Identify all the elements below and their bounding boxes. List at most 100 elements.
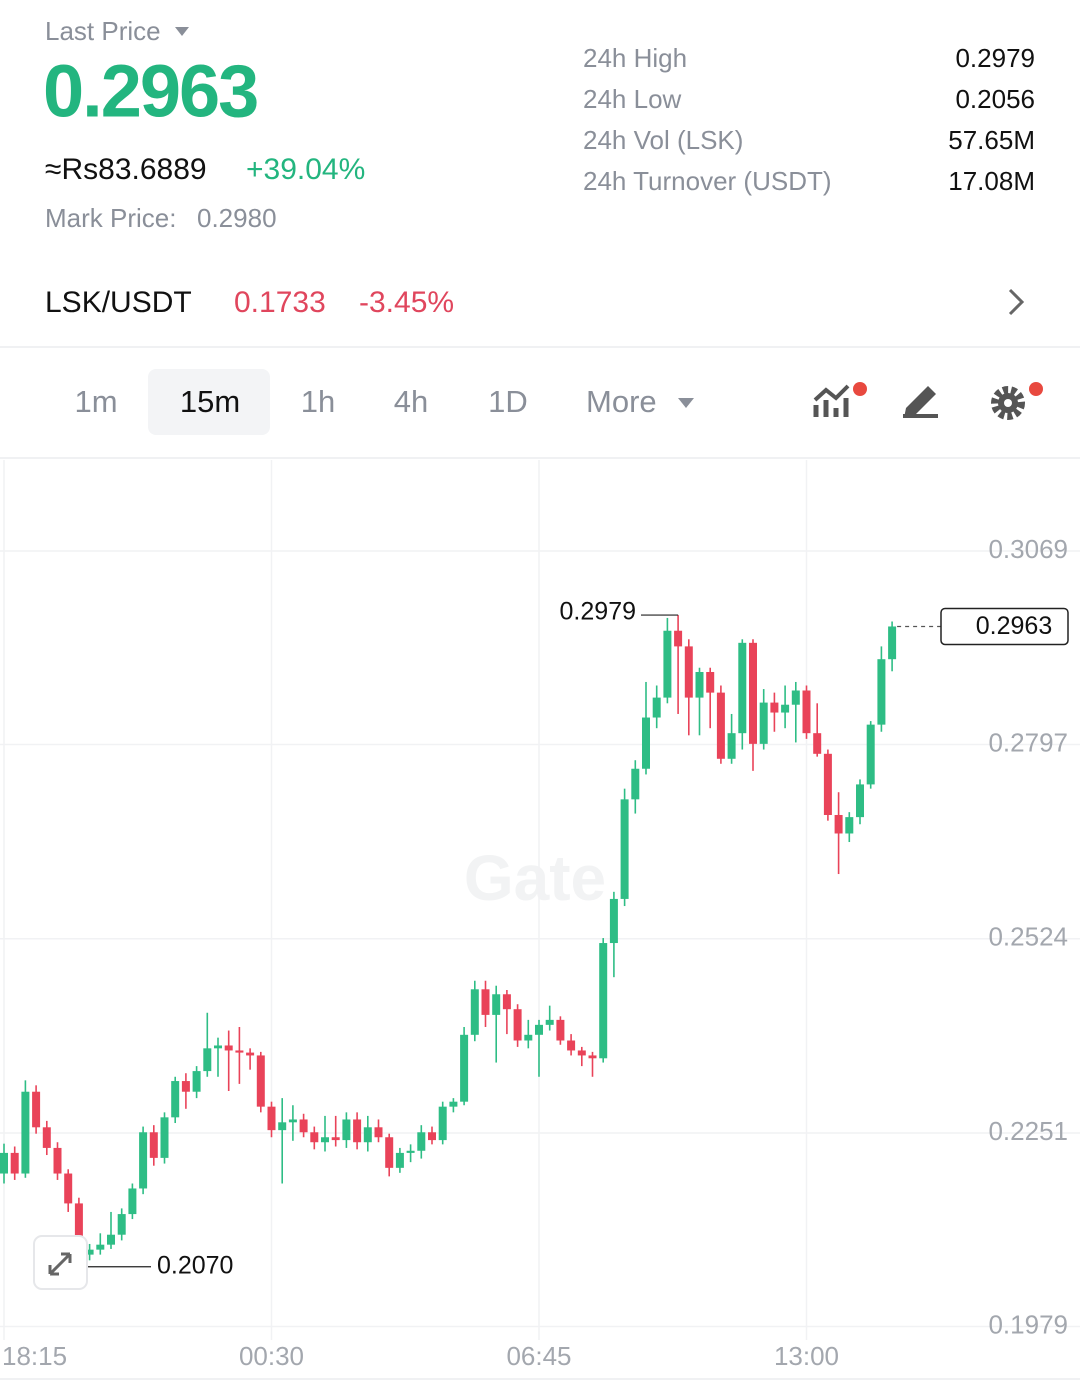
candle-body — [481, 989, 490, 1015]
candle-body — [695, 671, 704, 698]
divider — [0, 346, 1080, 348]
draw-icon[interactable] — [903, 386, 938, 418]
candle-body — [224, 1045, 233, 1051]
candle-body — [171, 1081, 180, 1118]
stat-label: 24h High — [583, 43, 687, 73]
candle-body — [620, 799, 629, 899]
candle-body — [535, 1024, 543, 1035]
high-marker-label: 0.2979 — [560, 598, 636, 626]
y-tick-label: 0.2524 — [988, 922, 1068, 952]
candle-body — [310, 1132, 319, 1143]
y-tick-label: 0.3069 — [988, 534, 1068, 564]
candle-body — [663, 630, 672, 698]
last-price: 0.2963 — [43, 50, 257, 133]
stat-label: 24h Low — [583, 84, 682, 114]
candle-body — [74, 1203, 83, 1255]
candle-body — [856, 784, 864, 818]
x-tick-label: 18:15 — [2, 1341, 67, 1371]
timeframe-tab[interactable]: 1D — [488, 384, 528, 419]
candle-body — [845, 817, 854, 834]
candle-body — [331, 1137, 340, 1141]
candle-body — [866, 724, 875, 785]
divider — [0, 1378, 1080, 1380]
candle-body — [706, 671, 715, 693]
fiat-price: ≈Rs83.6889 — [45, 153, 207, 186]
candle-body — [556, 1019, 565, 1041]
timeframe-tab[interactable]: 4h — [394, 384, 428, 419]
x-tick-label: 06:45 — [506, 1341, 571, 1371]
mark-price-label: Mark Price: — [45, 203, 176, 233]
candle-body — [203, 1048, 212, 1072]
x-tick-label: 13:00 — [774, 1341, 839, 1371]
dropdown-arrow — [175, 27, 189, 36]
settings-icon[interactable] — [991, 382, 1043, 420]
candle-body — [417, 1132, 426, 1151]
candle-body — [599, 943, 608, 1059]
candle-body — [385, 1137, 394, 1168]
last-price-label[interactable]: Last Price — [45, 16, 161, 46]
candle-body — [32, 1091, 41, 1128]
dropdown-arrow — [678, 398, 694, 408]
candle-body — [492, 994, 501, 1015]
candle-body — [781, 704, 790, 713]
stat-value: 57.65M — [948, 125, 1035, 155]
candle-body — [149, 1132, 158, 1158]
timeframe-tab[interactable]: 1h — [301, 384, 335, 419]
timeframe-tab[interactable]: 1m — [74, 384, 117, 419]
candle-body — [877, 659, 886, 725]
price-change: +39.04% — [246, 153, 365, 186]
candle-body — [64, 1173, 73, 1204]
candle-body — [235, 1050, 244, 1053]
candle-body — [823, 753, 832, 815]
candle-body — [374, 1127, 383, 1138]
candle-body — [770, 702, 779, 713]
pair-change: -3.45% — [359, 286, 454, 319]
y-tick-label: 0.2251 — [988, 1116, 1068, 1146]
candle-body — [438, 1106, 447, 1141]
candle-body — [0, 1152, 8, 1174]
chevron[interactable] — [1008, 288, 1025, 316]
candle-body — [684, 646, 693, 698]
candle-body — [214, 1045, 222, 1049]
candle-body — [759, 702, 768, 744]
candle-body — [160, 1117, 169, 1158]
candle-body — [449, 1101, 458, 1107]
x-tick-label: 00:30 — [239, 1341, 304, 1371]
candle-body — [139, 1132, 148, 1189]
candle-body — [588, 1055, 597, 1059]
candle-body — [470, 989, 479, 1035]
candle-body — [321, 1137, 329, 1143]
low-marker-label: 0.2070 — [157, 1251, 233, 1279]
candle-body — [749, 642, 757, 744]
tab-selected-bg — [148, 369, 270, 435]
expand-button[interactable] — [33, 1235, 88, 1290]
stat-label: 24h Turnover (USDT) — [583, 166, 832, 196]
candle-body — [791, 690, 800, 705]
candle-body — [802, 690, 811, 734]
candle-body — [428, 1132, 436, 1141]
candle-body — [716, 692, 725, 759]
candle-body — [738, 642, 747, 734]
candle-body — [21, 1091, 30, 1174]
candle-body — [642, 717, 650, 769]
candle-body — [545, 1019, 554, 1025]
timeframe-tab[interactable]: More — [586, 384, 657, 419]
candle-body — [524, 1034, 533, 1041]
candle-body — [577, 1050, 586, 1056]
stat-label: 24h Vol (LSK) — [583, 125, 743, 155]
candle-body — [53, 1147, 62, 1174]
candle-body — [363, 1127, 372, 1143]
candle-body — [888, 626, 897, 660]
stat-value: 0.2056 — [955, 84, 1035, 114]
candle-body — [567, 1040, 576, 1051]
pair-name[interactable]: LSK/USDT — [45, 286, 192, 319]
candle-body — [834, 814, 843, 834]
candle-body — [128, 1188, 137, 1215]
last-price-box — [940, 607, 1069, 646]
timeframe-tab[interactable]: 15m — [180, 384, 240, 419]
indicator-icon[interactable] — [813, 382, 867, 417]
candle-body — [609, 898, 618, 944]
pair-row[interactable]: LSK/USDT 0.1733 -3.45% — [45, 286, 1025, 319]
candlestick-chart: 0.3069 0.2797 0.2524 0.2251 0.1979 18:15 00:30… — [0, 460, 1080, 1371]
candle-body — [631, 768, 640, 800]
